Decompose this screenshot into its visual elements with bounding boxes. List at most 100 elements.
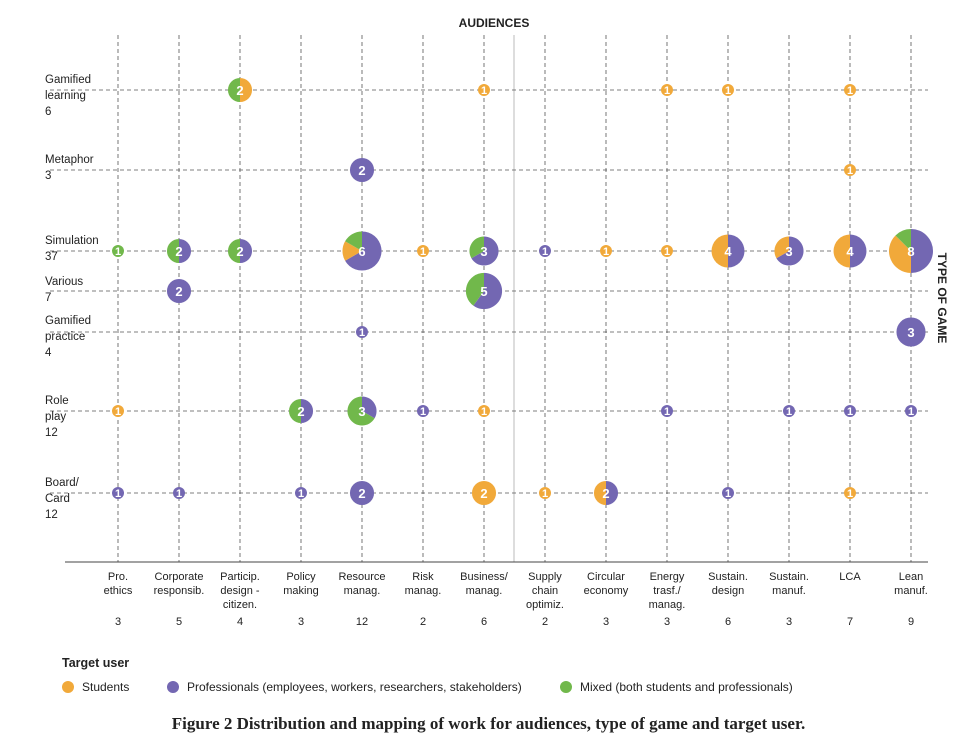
x-category-count: 2 bbox=[420, 616, 426, 628]
bubble-count: 1 bbox=[481, 406, 487, 418]
bubble-count: 1 bbox=[420, 246, 426, 258]
x-category-count: 6 bbox=[725, 616, 731, 628]
bubble: 1 bbox=[661, 405, 673, 418]
bubble-count: 2 bbox=[358, 163, 365, 178]
bubble-count: 1 bbox=[176, 488, 182, 500]
bubble-count: 1 bbox=[542, 246, 548, 258]
x-category-label: chain bbox=[532, 585, 558, 597]
bubble-slice bbox=[166, 238, 179, 264]
bubble-slice bbox=[889, 235, 911, 273]
bubble-slice bbox=[593, 480, 606, 506]
bubble-circle bbox=[295, 487, 307, 499]
x-category-count: 2 bbox=[542, 616, 548, 628]
legend-item-mixed: Mixed (both students and professionals) bbox=[560, 680, 793, 694]
x-category-label: manag. bbox=[466, 585, 503, 597]
bubble-circle bbox=[478, 84, 490, 96]
y-axis-labels: Gamified learning 6 Metaphor 3 Simulation 37 Va… bbox=[45, 74, 99, 521]
x-category-count: 9 bbox=[908, 616, 914, 628]
bubble-circle bbox=[844, 164, 856, 176]
legend-title: Target user bbox=[62, 656, 130, 670]
legend-swatch-mixed bbox=[560, 681, 572, 693]
bubble: 1 bbox=[661, 84, 673, 97]
bubble: 2 bbox=[471, 480, 497, 506]
bubble: 2 bbox=[166, 238, 192, 264]
bubble-circle bbox=[722, 84, 734, 96]
bubble-count: 6 bbox=[358, 244, 365, 259]
bubble-count: 2 bbox=[602, 486, 609, 501]
bubble-count: 1 bbox=[481, 85, 487, 97]
bubble-circle bbox=[112, 487, 124, 499]
bubble-circle bbox=[600, 245, 612, 257]
bubble: 4 bbox=[711, 234, 745, 268]
bubble-slice bbox=[833, 234, 850, 268]
bubble-slice bbox=[345, 231, 382, 271]
bubble-count: 1 bbox=[847, 488, 853, 500]
bubble-count: 1 bbox=[115, 406, 121, 418]
bubble-slice bbox=[288, 398, 301, 424]
bubble-circle bbox=[844, 84, 856, 96]
bubble-count: 2 bbox=[175, 284, 182, 299]
bubble-circle bbox=[539, 487, 551, 499]
x-category-label: Policy bbox=[286, 571, 316, 583]
bubble-count: 8 bbox=[907, 244, 914, 259]
y-category-label: Gamified bbox=[45, 315, 91, 327]
bubble: 2 bbox=[349, 480, 375, 506]
bubble: 1 bbox=[722, 84, 734, 97]
y-category-label: play bbox=[45, 411, 66, 423]
legend-items: Students Professionals (employees, worke… bbox=[62, 680, 793, 694]
y-axis-title: TYPE OF GAME bbox=[935, 253, 949, 344]
legend-label-mixed: Mixed (both students and professionals) bbox=[580, 680, 793, 694]
legend-item-professionals: Professionals (employees, workers, resea… bbox=[167, 680, 560, 694]
bubble: 1 bbox=[844, 405, 856, 418]
y-category-label: Card bbox=[45, 493, 70, 505]
bubble-count: 1 bbox=[725, 488, 731, 500]
y-category-label: Role bbox=[45, 395, 69, 407]
bubble: 1 bbox=[600, 245, 612, 258]
bubble: 1 bbox=[112, 487, 124, 500]
bubble-circle bbox=[905, 405, 917, 417]
bubble-slice bbox=[895, 229, 911, 251]
x-category-label: Resource bbox=[338, 571, 385, 583]
bubble-count: 2 bbox=[236, 83, 243, 98]
bubble-count: 1 bbox=[664, 246, 670, 258]
bubble-slice bbox=[850, 234, 867, 268]
y-category-label: Metaphor bbox=[45, 154, 94, 166]
bubble-slice bbox=[301, 398, 314, 424]
bubble-count: 3 bbox=[480, 244, 487, 259]
y-category-label: learning bbox=[45, 90, 86, 102]
y-category-label: Various bbox=[45, 276, 83, 288]
x-category-label: Circular bbox=[587, 571, 625, 583]
bubble: 1 bbox=[783, 405, 795, 418]
y-category-label: practice bbox=[45, 331, 85, 343]
bubble-slice bbox=[227, 77, 240, 103]
x-category-label: design bbox=[712, 585, 744, 597]
bubble-count: 1 bbox=[908, 406, 914, 418]
bubble-circle bbox=[896, 317, 926, 347]
bubble-circle bbox=[356, 326, 368, 338]
bubble: 1 bbox=[295, 487, 307, 500]
x-category-count: 5 bbox=[176, 616, 182, 628]
x-axis-title: AUDIENCES bbox=[459, 16, 530, 30]
y-category-count: 37 bbox=[45, 251, 58, 263]
bubble-count: 1 bbox=[725, 85, 731, 97]
x-axis-labels: Pro. ethics 3 Corporate responsib. 5 Particip.… bbox=[104, 571, 928, 628]
bubble: 2 bbox=[227, 238, 253, 264]
y-category-label: Simulation bbox=[45, 235, 99, 247]
bubble-count: 1 bbox=[847, 85, 853, 97]
bubble-count: 1 bbox=[115, 488, 121, 500]
bubble-circle bbox=[173, 487, 185, 499]
legend-item-students: Students bbox=[62, 680, 167, 694]
y-category-count: 4 bbox=[45, 347, 52, 359]
x-category-count: 3 bbox=[603, 616, 609, 628]
x-category-label: trasf./ bbox=[653, 585, 681, 597]
bubble: 1 bbox=[478, 84, 490, 97]
bubble-circle bbox=[539, 245, 551, 257]
bubble-circle bbox=[783, 405, 795, 417]
bubble: 3 bbox=[347, 396, 377, 426]
bubble: 1 bbox=[356, 326, 368, 339]
bubble-slice bbox=[776, 236, 804, 266]
bubble-count: 2 bbox=[236, 244, 243, 259]
bubble-count: 1 bbox=[542, 488, 548, 500]
bubble-circle bbox=[417, 245, 429, 257]
bubble: 5 bbox=[465, 272, 503, 310]
